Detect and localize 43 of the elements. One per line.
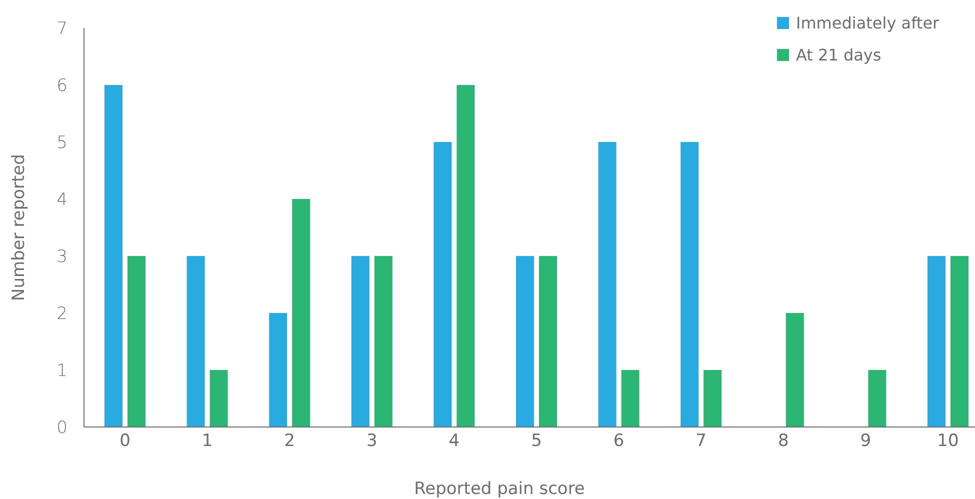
x-axis-title: Reported pain score	[414, 479, 585, 499]
bar	[434, 142, 452, 427]
bar	[928, 256, 946, 427]
x-tick-label: 2	[284, 431, 296, 451]
bar	[456, 85, 475, 427]
bar	[680, 142, 699, 427]
bar	[374, 256, 392, 427]
bar	[516, 256, 534, 427]
x-tick-label: 9	[860, 431, 872, 451]
bar	[621, 370, 640, 427]
bar	[269, 313, 288, 427]
x-tick-label: 7	[696, 431, 707, 451]
y-tick-label: 7	[56, 18, 68, 39]
bar	[128, 256, 146, 427]
y-axis-title: Number reported	[9, 154, 29, 301]
bar	[186, 256, 205, 427]
bar	[292, 199, 310, 427]
x-tick-label: 6	[613, 431, 624, 451]
bar	[786, 313, 804, 427]
y-tick-label: 4	[56, 190, 68, 210]
bar	[950, 256, 968, 427]
y-tick-label: 1	[56, 360, 68, 381]
x-tick-label: 0	[120, 431, 130, 451]
x-tick-label: 5	[531, 431, 542, 451]
bar	[868, 370, 886, 427]
x-tick-label: 4	[448, 431, 460, 451]
x-tick-label: 1	[202, 431, 213, 451]
legend-label: At 21 days	[796, 46, 882, 65]
legend-label: Immediately after	[796, 14, 940, 33]
y-tick-label: 0	[56, 418, 68, 438]
x-tick-label: 8	[778, 431, 789, 451]
y-tick-label: 2	[56, 304, 68, 324]
bar	[210, 370, 228, 427]
x-tick-label: 10	[937, 431, 959, 451]
y-tick-label: 5	[56, 132, 68, 153]
x-tick-label: 3	[366, 431, 378, 451]
y-tick-label: 6	[56, 76, 68, 96]
bar	[351, 256, 370, 427]
bar	[598, 142, 616, 427]
y-tick-label: 3	[56, 246, 68, 267]
bar	[104, 85, 122, 427]
bar	[704, 370, 722, 427]
bar	[539, 256, 557, 427]
